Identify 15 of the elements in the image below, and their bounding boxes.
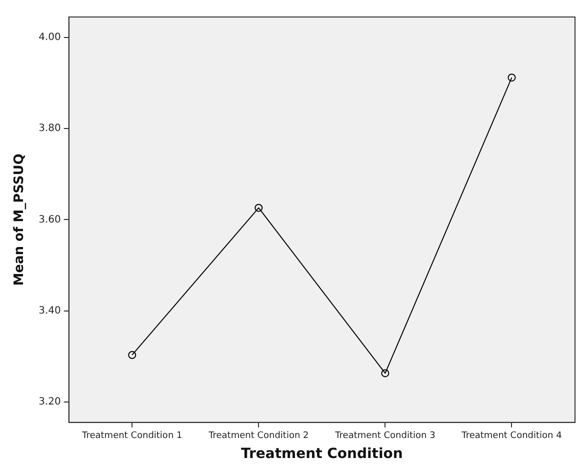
point (128, 350, 136, 359)
y-tick-label: 3.40 (38, 305, 61, 316)
point (381, 369, 390, 378)
x-tick-label: Treatment Condition 1 (81, 431, 182, 442)
x-tick-label: Treatment Condition 2 (208, 431, 309, 442)
y-tick-label: 3.20 (38, 396, 61, 408)
y-tick-label: 3.80 (38, 123, 61, 134)
y-tick-label: 4.00 (38, 32, 61, 44)
x-tick-label: Treatment Condition 4 (460, 431, 562, 442)
y-axis-title: Mean of M_PSSUQ (12, 154, 28, 286)
point (254, 204, 263, 212)
x-tick-label: Treatment Condition 3 (334, 431, 436, 442)
y-tick-label: 3.60 (38, 214, 61, 226)
point (508, 74, 516, 82)
x-axis-title: Treatment Condition (240, 446, 403, 462)
